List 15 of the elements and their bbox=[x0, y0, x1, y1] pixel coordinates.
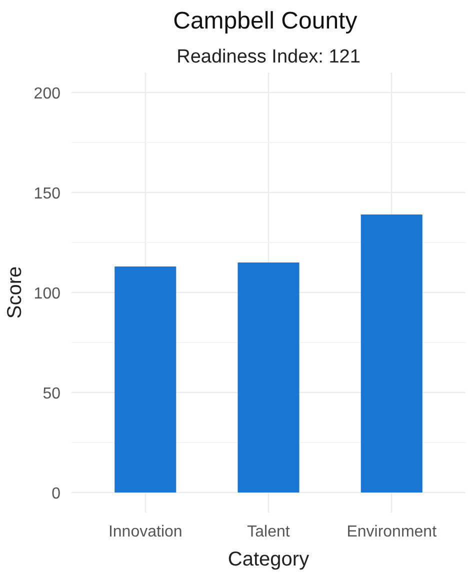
bar bbox=[238, 262, 300, 492]
x-axis-title: Category bbox=[228, 548, 310, 570]
y-tick-label: 0 bbox=[52, 486, 61, 502]
bar bbox=[114, 266, 176, 492]
bar bbox=[360, 214, 422, 492]
chart-title: Campbell County bbox=[173, 8, 358, 34]
y-tick-label: 50 bbox=[42, 386, 61, 402]
x-tick-label: Environment bbox=[346, 524, 438, 540]
chart-subtitle: Readiness Index: 121 bbox=[176, 46, 360, 68]
y-tick-label: 150 bbox=[34, 186, 61, 202]
y-tick-label: 200 bbox=[34, 86, 61, 102]
x-tick-label: Innovation bbox=[108, 524, 182, 540]
y-axis-title: Score bbox=[4, 266, 26, 319]
y-tick-label: 100 bbox=[34, 286, 61, 302]
x-tick-label: Talent bbox=[247, 524, 290, 540]
